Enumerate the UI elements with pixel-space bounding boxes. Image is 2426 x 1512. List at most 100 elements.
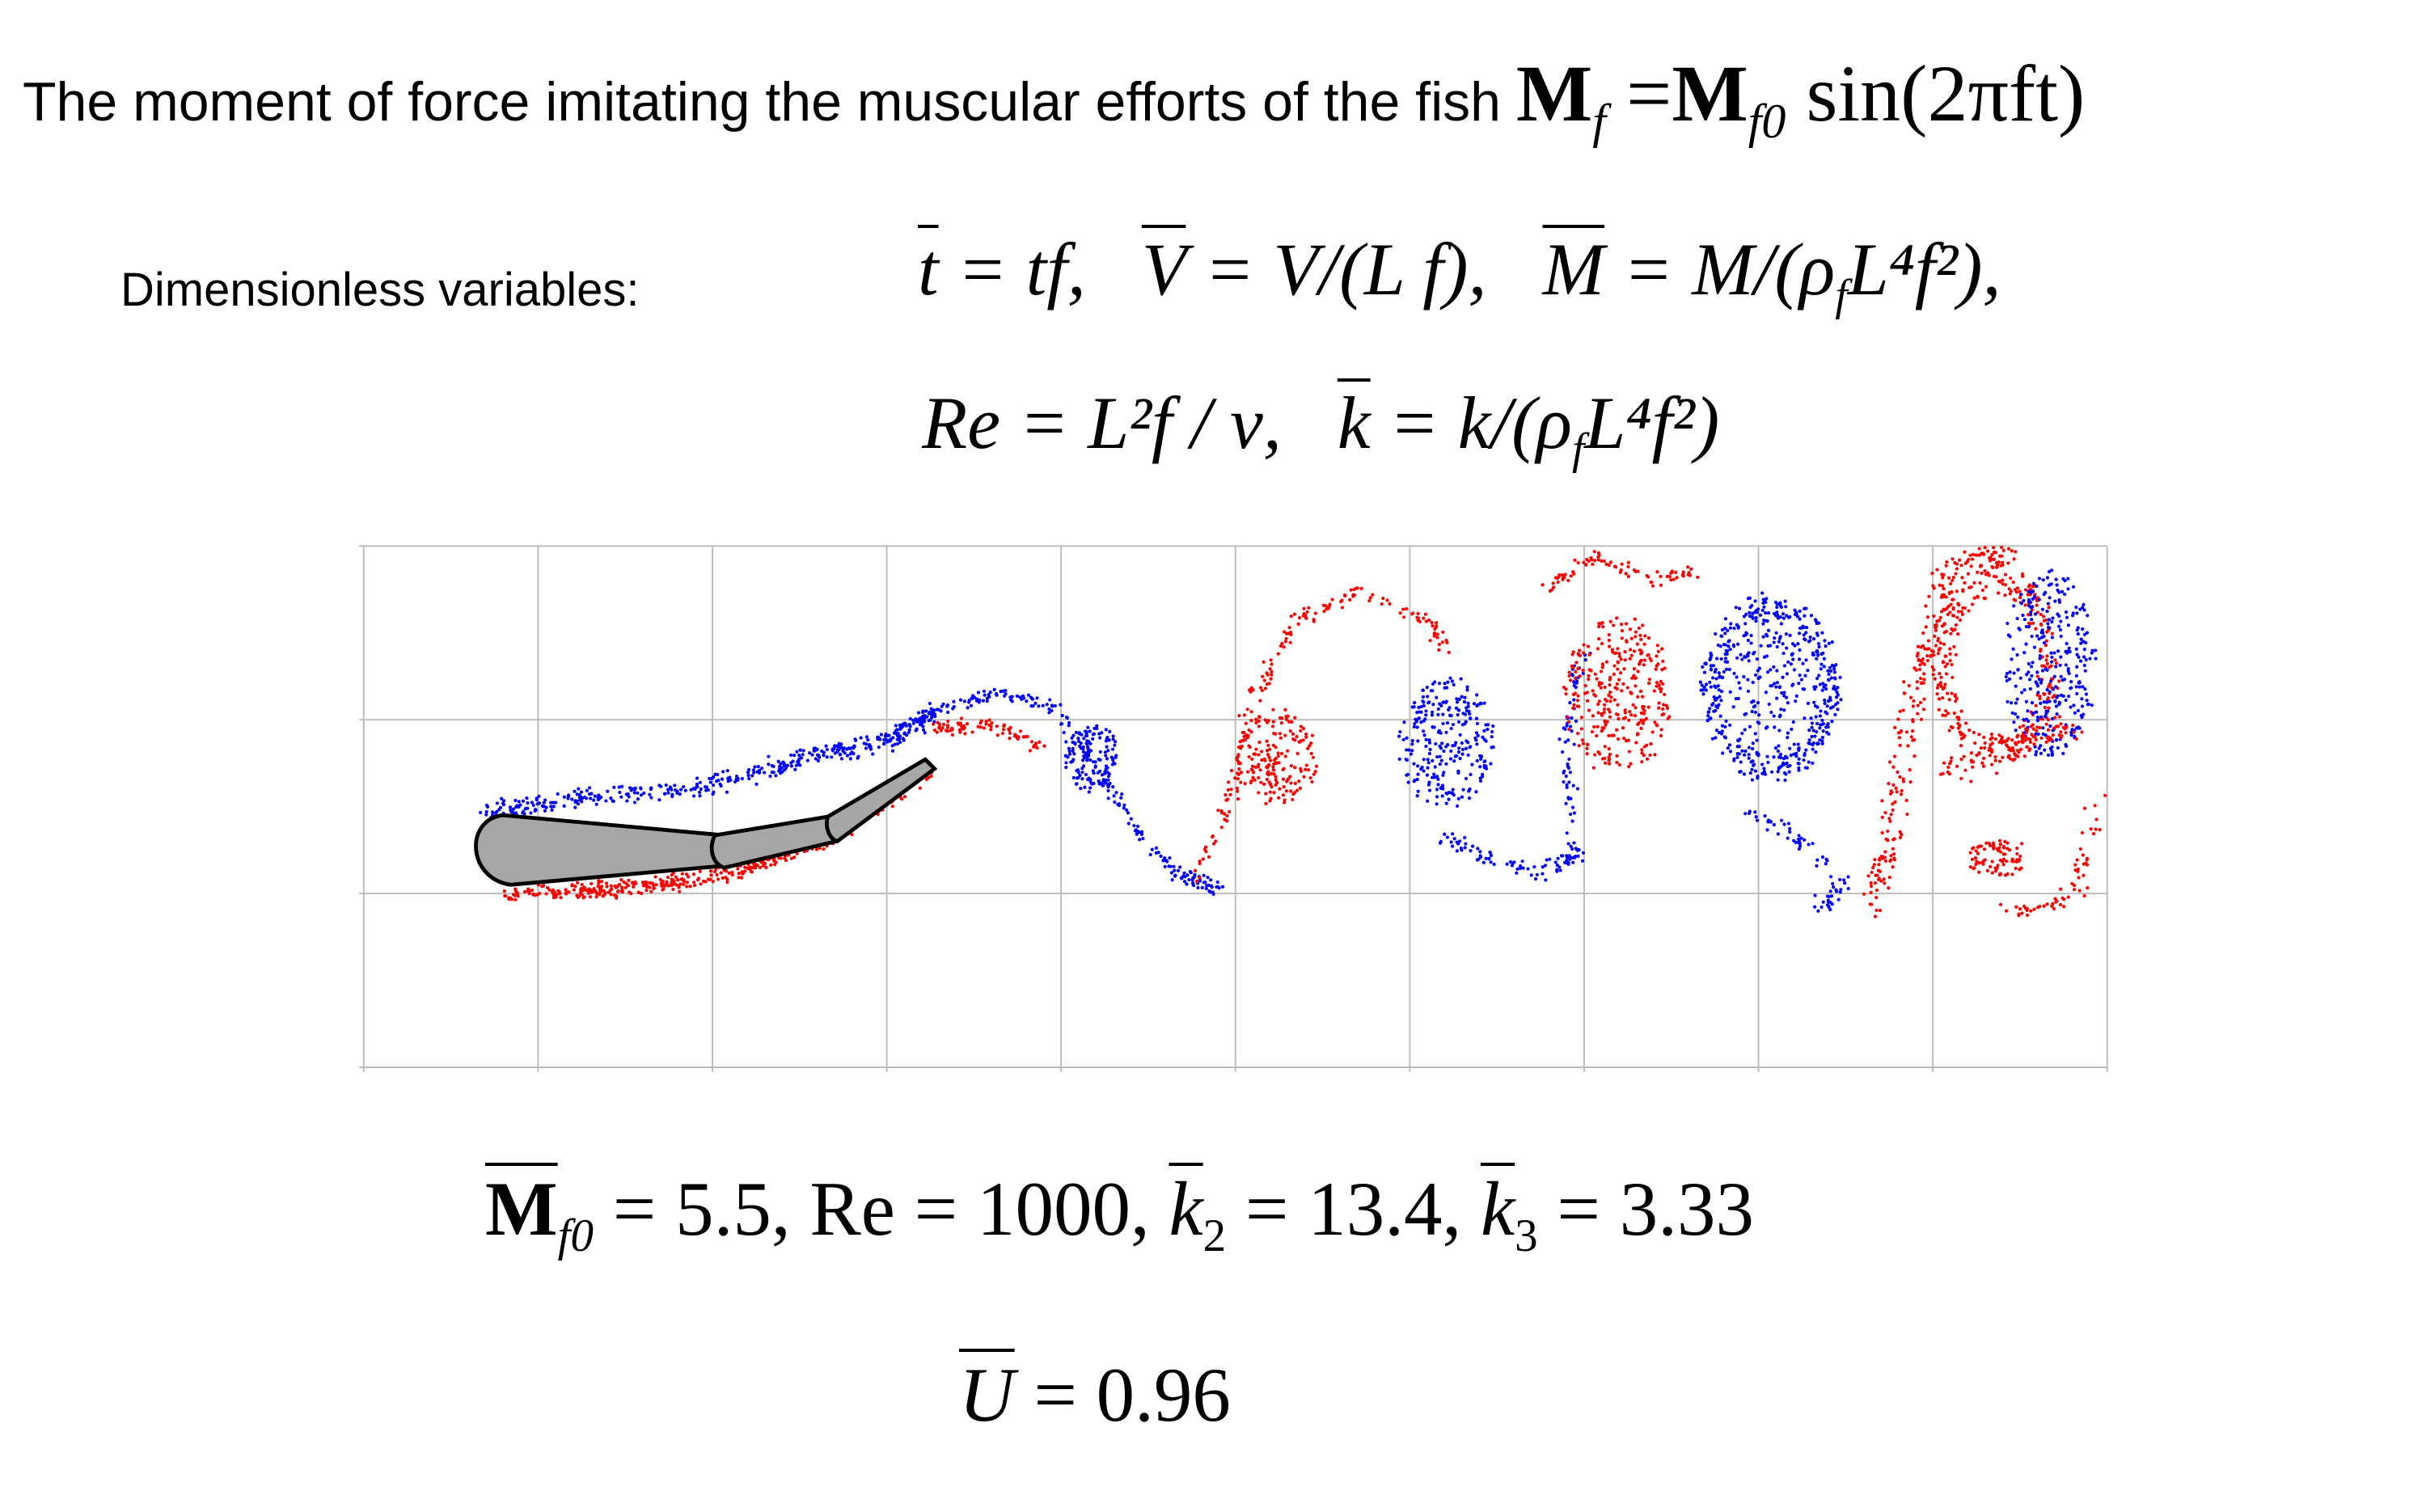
fish-tail	[825, 757, 938, 844]
particle	[644, 880, 648, 885]
particle	[1776, 749, 1780, 754]
particle	[2082, 893, 2086, 897]
particle	[1949, 759, 1953, 763]
particle	[1921, 672, 1926, 676]
particle	[678, 792, 682, 796]
particle	[674, 875, 678, 879]
particle	[1435, 788, 1439, 792]
particle	[727, 871, 731, 875]
particle	[1572, 698, 1576, 702]
particle	[2035, 718, 2039, 723]
particle	[1169, 871, 1174, 875]
particle	[1567, 757, 1571, 762]
particle	[708, 877, 712, 881]
particle	[2038, 697, 2042, 701]
particle	[2073, 868, 2077, 872]
particle	[2030, 589, 2034, 594]
particle	[1270, 771, 1274, 775]
particle	[1067, 752, 1072, 756]
particle	[2022, 754, 2027, 758]
particle	[733, 779, 738, 783]
particle	[1385, 598, 1389, 602]
particle	[603, 891, 607, 895]
particle	[1820, 741, 1824, 745]
particle	[1615, 682, 1619, 686]
particle	[1657, 683, 1661, 687]
particle	[1969, 564, 1973, 568]
particle	[797, 758, 801, 763]
particle	[1410, 739, 1414, 743]
particle	[1018, 729, 1023, 733]
particle	[1289, 615, 1293, 619]
particle	[2067, 695, 2071, 699]
particle	[1959, 733, 1963, 737]
particle	[1088, 729, 1092, 733]
particle	[2014, 684, 2018, 688]
particle	[1999, 872, 2003, 876]
particle	[1926, 639, 1930, 643]
particle	[1283, 733, 1287, 737]
particle	[1993, 754, 1997, 759]
particle	[1846, 886, 1850, 891]
particle	[1814, 619, 1818, 623]
particle	[1010, 695, 1014, 699]
particle	[1737, 606, 1742, 610]
particle	[1289, 789, 1293, 793]
particle	[1207, 889, 1211, 893]
particle	[1803, 638, 1807, 642]
particle	[1802, 633, 1806, 637]
particle	[1272, 772, 1276, 776]
particle	[1595, 733, 1599, 738]
particle	[1298, 786, 1303, 790]
particle	[1796, 642, 1800, 646]
particle	[1959, 709, 1963, 713]
particle	[2001, 755, 2005, 759]
particle	[1563, 572, 1567, 577]
particle	[2001, 578, 2005, 582]
particle	[2012, 557, 2016, 561]
particle	[895, 733, 899, 737]
particle	[2054, 724, 2059, 729]
particle	[1211, 842, 1216, 846]
particle	[1883, 859, 1888, 864]
particle	[746, 773, 750, 778]
particle	[1248, 745, 1252, 750]
particle	[1238, 740, 1242, 744]
particle	[898, 726, 902, 730]
particle	[1607, 747, 1611, 751]
particle	[1983, 546, 1987, 550]
particle	[1437, 729, 1441, 733]
particle	[1950, 662, 1954, 667]
particle	[2043, 705, 2047, 710]
particle	[1104, 728, 1108, 732]
particle	[1305, 610, 1309, 614]
particle	[1617, 654, 1621, 658]
particle	[1793, 612, 1797, 617]
particle	[1436, 783, 1440, 787]
particle	[1634, 684, 1638, 688]
particle	[1567, 720, 1571, 724]
particle	[1891, 808, 1895, 812]
particle	[1301, 738, 1305, 742]
particle	[1434, 625, 1438, 629]
math: sin(2πft)	[1806, 49, 2086, 138]
particle	[671, 872, 675, 876]
particle	[1874, 908, 1879, 912]
particle	[1988, 754, 1992, 758]
particle	[1782, 691, 1786, 695]
particle	[740, 776, 744, 781]
particle	[1541, 865, 1545, 869]
particle	[1971, 847, 1975, 851]
particle	[1748, 610, 1752, 615]
particle	[830, 755, 834, 759]
particle	[1310, 779, 1314, 784]
particle	[1092, 732, 1097, 736]
particle	[1640, 760, 1644, 764]
particle	[2056, 624, 2061, 628]
particle	[2018, 907, 2022, 911]
particle	[1842, 881, 1847, 885]
particle	[1045, 703, 1049, 707]
particle	[1780, 691, 1784, 695]
particle	[1543, 864, 1548, 868]
particle	[1419, 720, 1423, 724]
